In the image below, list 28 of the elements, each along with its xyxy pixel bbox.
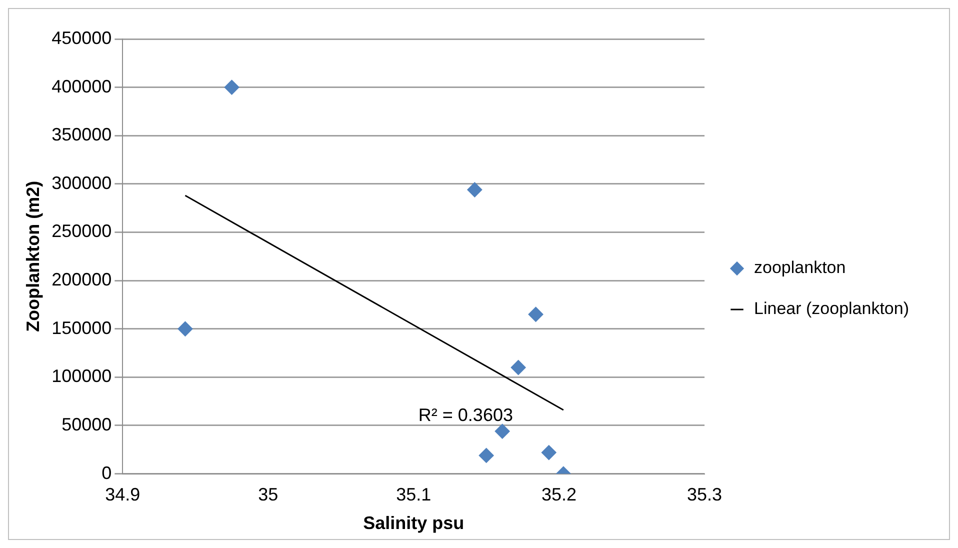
annotation: R² = 0.3603 [418,405,513,425]
y-tick-label: 300000 [52,172,112,193]
x-axis-title: Salinity psu [363,513,464,534]
y-tick-label: 400000 [52,76,112,96]
point [541,445,556,460]
y-tick-label: 0 [102,462,112,483]
x-tick-label: 35.3 [686,484,722,505]
point [510,360,526,376]
y-tick-label: 50000 [62,414,112,434]
point [224,80,240,95]
x-tick-label: 35 [258,484,278,505]
x-tick-label: 35.2 [542,484,577,505]
point [528,306,544,322]
x-tick-label: 35.1 [396,484,432,505]
y-tick-label: 100000 [52,366,112,386]
point [494,424,510,439]
y-tick-label: 450000 [52,28,112,48]
y-axis-title: Zooplankton (m2) [22,180,43,332]
legend-label: zooplankton [754,258,846,278]
point [178,321,193,336]
y-tick-label: 250000 [52,221,112,242]
y-tick-label: 150000 [52,318,112,338]
point [467,182,482,198]
y-tick-label: 200000 [52,270,112,290]
x-tick-label: 34.9 [105,484,140,505]
point [478,448,494,463]
legend-label: Linear (zooplankton) [754,299,909,318]
y-tick-label: 350000 [52,124,112,145]
